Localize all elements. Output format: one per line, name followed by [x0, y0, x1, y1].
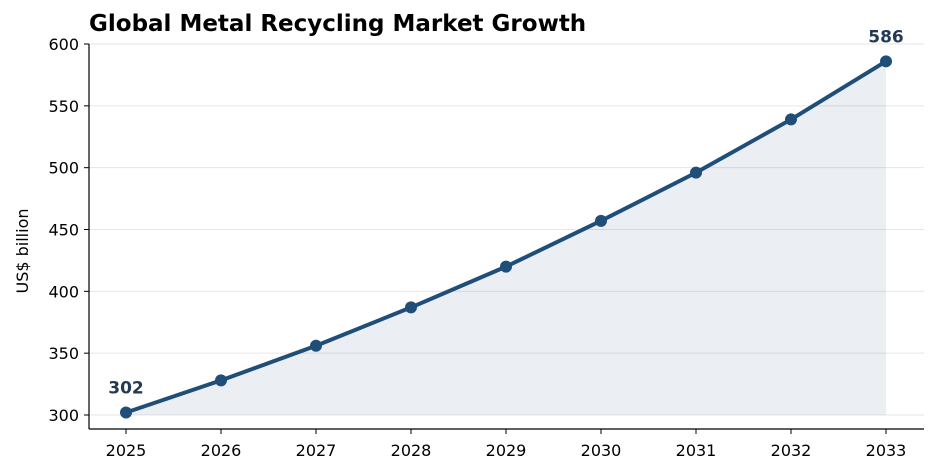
data-label-2025: 302	[108, 379, 144, 399]
data-point-2028	[405, 301, 417, 314]
data-points	[120, 55, 892, 419]
y-tick-label-400: 400	[48, 282, 79, 301]
data-point-2029	[500, 260, 512, 273]
x-tick-label-2030: 2030	[581, 441, 622, 460]
y-tick-label-550: 550	[48, 97, 79, 116]
data-point-2033	[880, 55, 892, 68]
data-point-2025	[120, 406, 132, 419]
data-point-2026	[215, 374, 227, 387]
data-point-2031	[690, 166, 702, 179]
y-tick-label-600: 600	[48, 35, 79, 54]
y-axis-ticks: 300 350 400 450 500 550 600	[48, 35, 89, 425]
y-tick-label-300: 300	[48, 406, 79, 425]
y-tick-label-450: 450	[48, 221, 79, 240]
x-tick-label-2032: 2032	[771, 441, 812, 460]
area-fill	[126, 61, 886, 416]
x-tick-label-2025: 2025	[106, 441, 147, 460]
data-point-2030	[595, 214, 607, 227]
chart-title: Global Metal Recycling Market Growth	[89, 11, 586, 37]
y-axis-label: US$ billion	[13, 209, 32, 294]
x-axis-ticks: 2025 2026 2027 2028 2029 2030 2031 2032 2033	[106, 429, 907, 460]
x-tick-label-2029: 2029	[486, 441, 527, 460]
data-point-2032	[785, 113, 797, 126]
x-tick-label-2028: 2028	[391, 441, 432, 460]
data-point-2027	[310, 339, 322, 352]
x-tick-label-2026: 2026	[201, 441, 242, 460]
data-labels: 302 586	[108, 27, 904, 398]
x-tick-label-2031: 2031	[676, 441, 717, 460]
x-tick-label-2027: 2027	[296, 441, 337, 460]
data-label-2033: 586	[868, 27, 904, 47]
y-tick-label-350: 350	[48, 344, 79, 363]
gridlines	[89, 43, 924, 416]
x-tick-label-2033: 2033	[866, 441, 907, 460]
y-tick-label-500: 500	[48, 159, 79, 178]
